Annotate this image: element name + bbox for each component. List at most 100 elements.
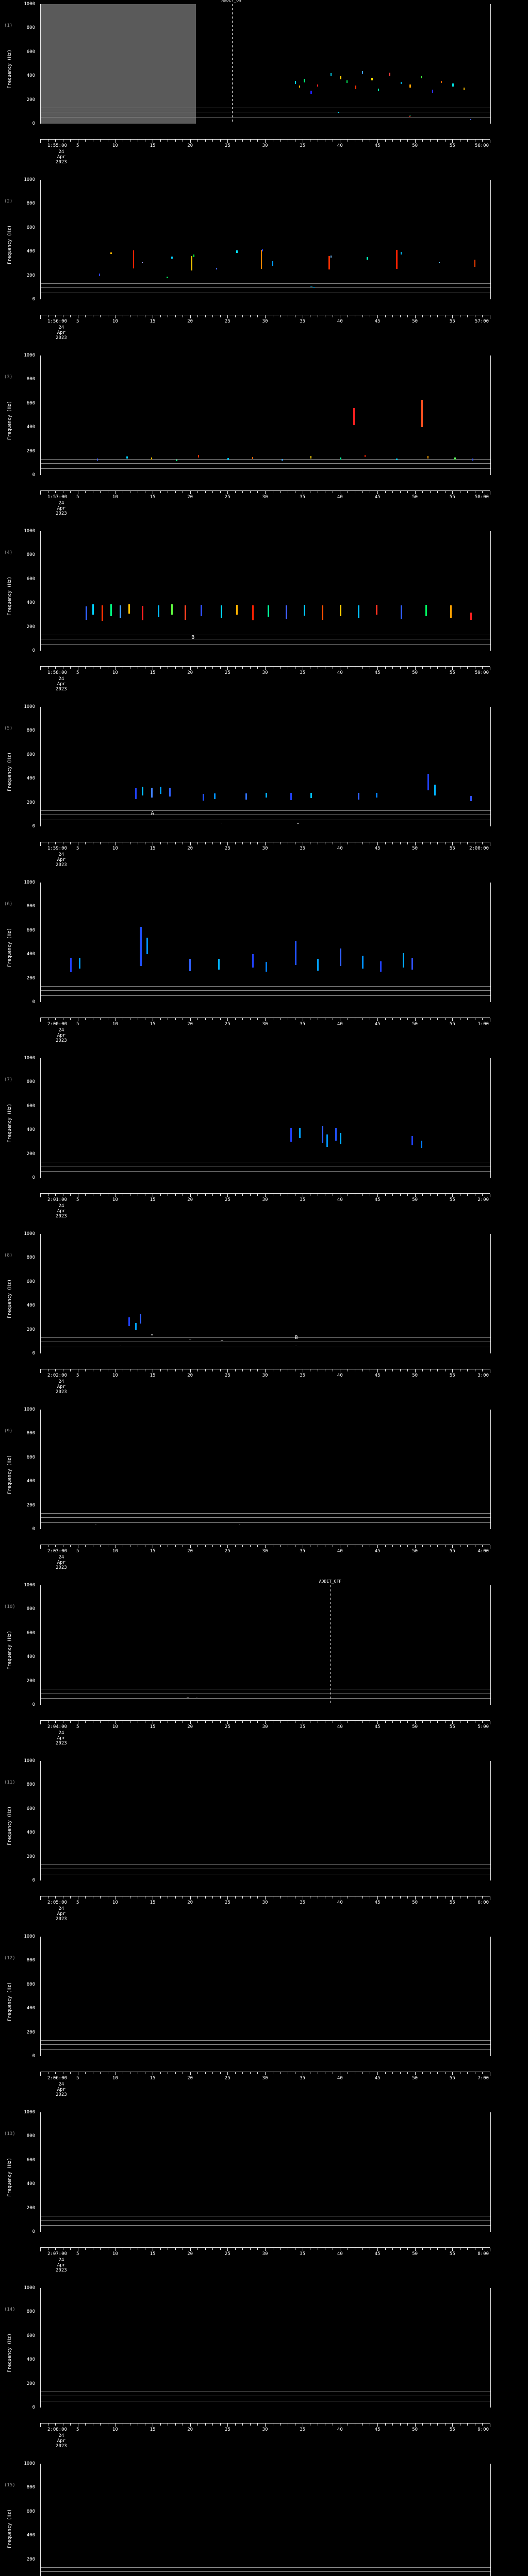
- x-tick: [205, 2072, 206, 2074]
- x-tick-label: 25: [224, 1549, 230, 1554]
- y-tick-right: [490, 1960, 491, 1961]
- x-tick: [415, 140, 416, 143]
- x-tick-label: 5: [76, 1373, 79, 1378]
- x-tick: [377, 1018, 378, 1021]
- x-tick: [422, 842, 423, 844]
- x-tick: [400, 1721, 401, 1723]
- x-tick: [212, 491, 213, 493]
- x-tick: [242, 315, 243, 317]
- x-tick: [392, 2248, 393, 2250]
- x-tick: [227, 1545, 228, 1548]
- x-tick-label: 35: [300, 670, 306, 675]
- x-tick: [212, 2072, 213, 2074]
- x-tick-label: 15: [150, 1022, 156, 1027]
- x-tick-label: 15: [150, 1373, 156, 1378]
- x-tick: [235, 2072, 236, 2074]
- x-tick: [444, 842, 446, 844]
- x-tick-label: 20: [187, 1022, 193, 1027]
- x-tick: [227, 2424, 228, 2427]
- y-tick: [40, 531, 41, 532]
- x-tick: [212, 842, 213, 844]
- plot-area-8: B: [40, 1234, 491, 1353]
- x-tick-label: 10: [112, 1022, 118, 1027]
- x-tick: [235, 667, 236, 669]
- x-tick: [190, 1545, 191, 1548]
- x-tick: [160, 1721, 161, 1723]
- detection-mark: [427, 773, 429, 791]
- x-tick-label: 50: [412, 1549, 418, 1554]
- x-tick-label: 35: [300, 319, 306, 324]
- x-tick: [70, 1369, 71, 1371]
- x-tick-label: 10: [112, 143, 118, 148]
- x-axis-date-line: Apr: [57, 1033, 65, 1038]
- x-tick: [212, 667, 213, 669]
- x-tick: [452, 2072, 453, 2075]
- x-tick: [220, 491, 221, 493]
- addet-marker-line: [232, 4, 233, 124]
- baseline-band: [41, 2049, 490, 2050]
- y-tick: [40, 2288, 41, 2289]
- x-tick: [100, 1896, 101, 1899]
- x-tick: [197, 315, 199, 317]
- x-tick-label: 40: [337, 2251, 343, 2257]
- x-tick: [100, 1545, 101, 1547]
- y-tick-right: [490, 1585, 491, 1586]
- baseline-band: [41, 283, 490, 284]
- x-tick-label: 35: [300, 1373, 306, 1378]
- x-tick-label: 50: [412, 2427, 418, 2432]
- y-tick: [40, 1317, 41, 1318]
- y-tick: [40, 2020, 41, 2021]
- y-tick-label: 800: [26, 904, 35, 909]
- x-axis-spine: [40, 139, 490, 140]
- y-tick: [40, 579, 41, 580]
- x-axis-date: 24 Apr 2023: [56, 852, 67, 868]
- x-tick: [444, 140, 446, 142]
- y-tick-right: [490, 1070, 491, 1071]
- x-axis-date-line: 24: [58, 1906, 64, 1911]
- x-tick: [212, 1018, 213, 1020]
- x-tick: [407, 2424, 408, 2426]
- y-tick-right: [490, 1094, 491, 1095]
- y-tick: [40, 403, 41, 404]
- x-axis-spine: [40, 490, 490, 491]
- x-tick: [190, 1194, 191, 1197]
- x-tick: [257, 2424, 258, 2426]
- x-tick-label: 35: [300, 846, 306, 851]
- x-tick: [467, 140, 468, 142]
- y-axis-labels: 0 200 400 600 800 1000: [0, 1408, 40, 1532]
- y-tick-label: 400: [26, 2533, 35, 2538]
- x-tick: [55, 1721, 56, 1723]
- x-tick: [362, 842, 363, 844]
- x-tick: [444, 2072, 446, 2074]
- y-axis-labels: 0 200 400 600 800 1000: [0, 353, 40, 478]
- x-tick: [362, 1896, 363, 1899]
- x-tick: [175, 1369, 176, 1371]
- y-tick: [40, 40, 41, 41]
- y-tick-label: 600: [26, 1103, 35, 1109]
- detection-mark: [304, 604, 306, 616]
- x-tick: [242, 1194, 243, 1196]
- y-axis-labels: 0 200 400 600 800 1000: [0, 1056, 40, 1180]
- x-tick: [415, 1721, 416, 1724]
- x-tick: [205, 842, 206, 844]
- x-tick: [197, 1896, 199, 1899]
- y-tick: [40, 1481, 41, 1482]
- y-tick-right: [490, 367, 491, 368]
- x-tick: [115, 842, 116, 845]
- y-tick-label: 200: [26, 97, 35, 103]
- detection-mark: [157, 605, 159, 618]
- x-tick: [400, 1545, 401, 1547]
- x-tick: [392, 1018, 393, 1020]
- x-axis-date-line: Apr: [57, 2263, 65, 2268]
- x-axis-date-line: 24: [58, 1028, 64, 1033]
- x-tick: [422, 1896, 423, 1899]
- y-axis-labels: 0 200 400 600 800 1000: [0, 1935, 40, 2059]
- y-tick: [40, 2032, 41, 2033]
- x-axis-date-line: 24: [58, 1379, 64, 1384]
- x-tick-label: 30: [262, 2076, 268, 2081]
- x-tick: [160, 1896, 161, 1899]
- x-axis-date-line: 2023: [56, 1214, 67, 1219]
- x-tick-label-start: 2:01:00: [47, 1197, 67, 1202]
- x-axis-date-line: 2023: [56, 1389, 67, 1395]
